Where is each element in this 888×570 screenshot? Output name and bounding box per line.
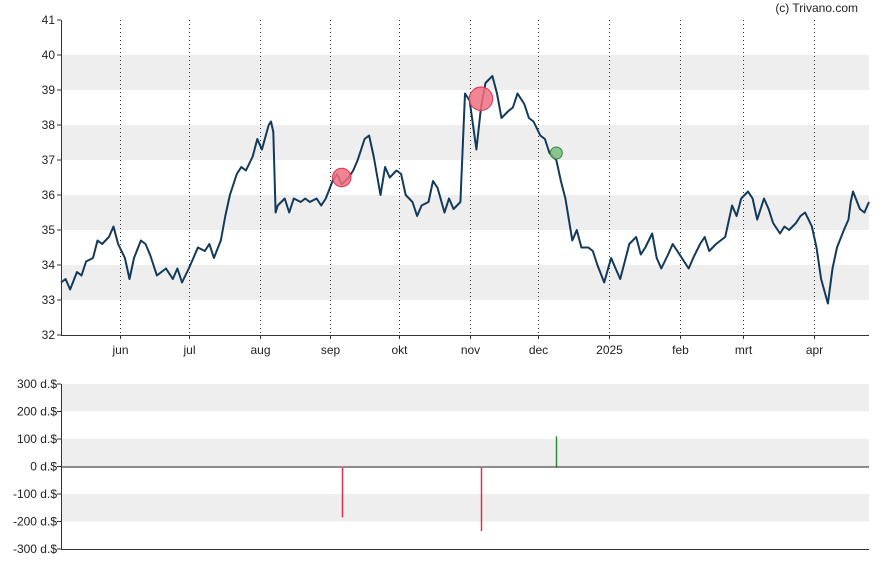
y-tick-label: 100 d.$	[17, 432, 57, 446]
y-tick-label: 37	[42, 153, 56, 167]
price-chart: jun jul aug sep okt nov dec 2025 feb mrt apr 32 33 34…	[42, 13, 870, 357]
x-tick-label: dec	[529, 343, 548, 357]
value-grid-band	[61, 384, 869, 412]
price-line	[60, 75, 870, 305]
value-grid-band	[61, 494, 869, 522]
y-tick-label: 39	[42, 83, 56, 97]
y-tick-label: 300 d.$	[17, 377, 57, 391]
price-grid-band	[61, 195, 869, 230]
y-tick-label: 36	[42, 188, 56, 202]
x-tick-label: sep	[321, 343, 341, 357]
x-tick-label: mrt	[735, 343, 753, 357]
sell-marker	[468, 86, 494, 111]
y-tick-label: -200 d.$	[13, 515, 57, 529]
sell-marker	[331, 167, 352, 188]
copyright-text: (c) Trivano.com	[775, 1, 858, 15]
y-tick-label: 33	[42, 293, 56, 307]
x-tick-label: feb	[672, 343, 689, 357]
y-tick-label: 32	[42, 328, 56, 342]
y-tick-label: 41	[42, 13, 56, 27]
y-tick-label: -100 d.$	[13, 487, 57, 501]
x-tick-label: nov	[461, 343, 480, 357]
y-tick-label: 35	[42, 223, 56, 237]
x-tick-label: aug	[250, 343, 270, 357]
y-tick-label: 34	[42, 258, 56, 272]
price-grid-band	[61, 265, 869, 300]
price-grid-band	[61, 125, 869, 160]
y-tick-label: 38	[42, 118, 56, 132]
x-tick-label: okt	[391, 343, 408, 357]
y-tick-label: 200 d.$	[17, 405, 57, 419]
value-grid-band	[61, 439, 869, 467]
y-tick-label: 40	[42, 48, 56, 62]
x-tick-label: jul	[182, 343, 195, 357]
x-tick-label: 2025	[596, 343, 623, 357]
x-tick-label: jun	[111, 343, 128, 357]
trade-value-chart: -300 d.$ -200 d.$ -100 d.$ 0 d.$ 100 d.$ 200 …	[13, 377, 869, 556]
x-tick-label: apr	[806, 343, 823, 357]
buy-marker	[549, 146, 563, 160]
price-grid-band	[61, 55, 869, 90]
y-tick-label: 0 d.$	[30, 460, 57, 474]
y-tick-label: -300 d.$	[13, 542, 57, 556]
